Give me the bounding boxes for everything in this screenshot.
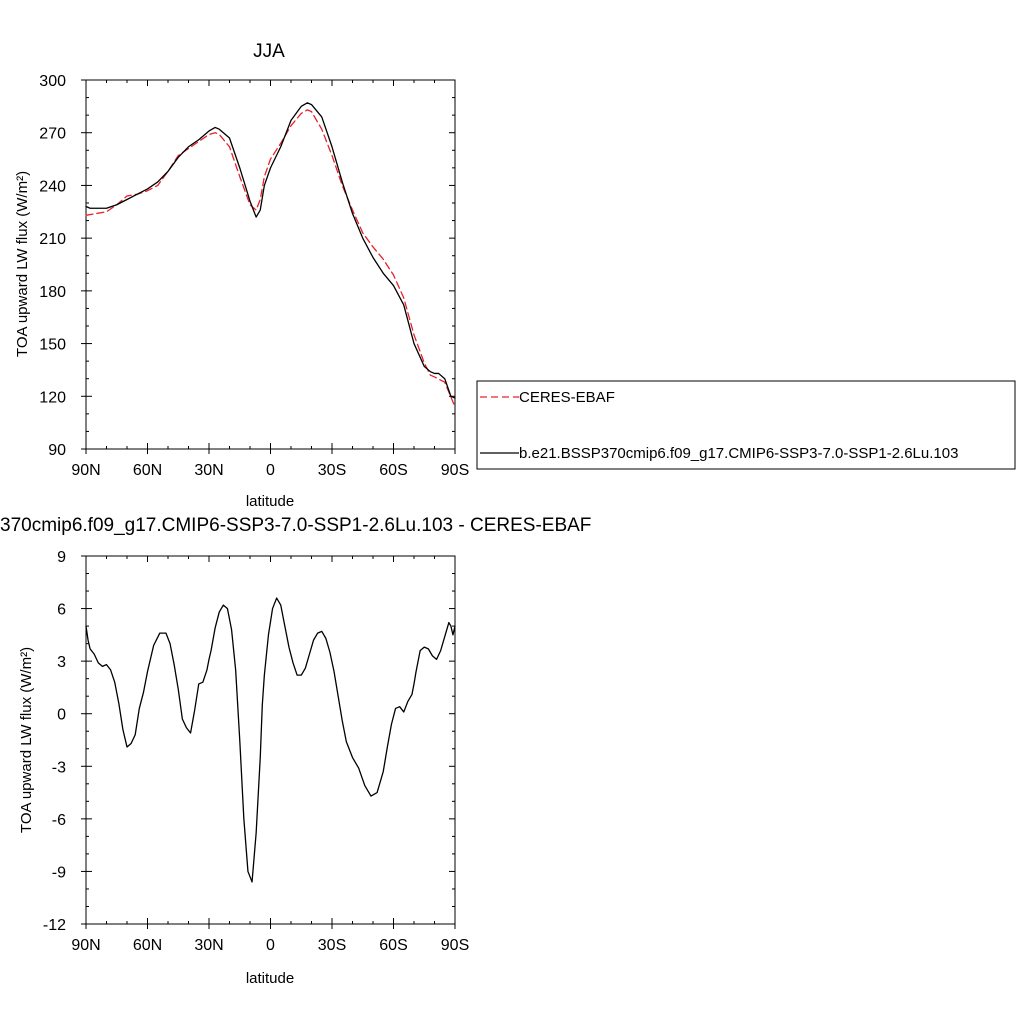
- y-tick-label: -6: [52, 812, 66, 829]
- y-tick-label: -12: [43, 917, 66, 934]
- plot-frame: [85, 555, 456, 925]
- x-tick-label: 60N: [133, 462, 162, 479]
- y-tick-label: 0: [57, 707, 66, 724]
- x-tick-label: 90N: [71, 937, 100, 954]
- x-axis-label: latitude: [246, 970, 294, 987]
- y-axis-label: TOA upward LW flux (W/m²): [14, 171, 31, 357]
- tick-group: 90N 60N 30N 0 30S 60S 90S -12 -9 -6 -3 0 3 6 9: [43, 549, 469, 954]
- legend-label-ceres: CERES-EBAF: [519, 389, 615, 406]
- legend-label-model: b.e21.BSSP370cmip6.f09_g17.CMIP6-SSP3-7.…: [519, 445, 958, 462]
- y-tick-label: 270: [39, 126, 66, 143]
- x-tick-label: 30N: [194, 462, 223, 479]
- x-tick-label: 90N: [71, 462, 100, 479]
- legend: CERES-EBAF b.e21.BSSP370cmip6.f09_g17.CM…: [476, 380, 1016, 470]
- y-tick-label: 300: [39, 73, 66, 90]
- series-line-model: [85, 102, 456, 399]
- x-tick-label: 30N: [194, 937, 223, 954]
- series-line-ceres-ebaf: [85, 109, 456, 408]
- chart-title: 370cmip6.f09_g17.CMIP6-SSP3-7.0-SSP1-2.6…: [0, 515, 591, 536]
- y-tick-label: 90: [48, 442, 66, 459]
- x-tick-label: 0: [266, 462, 275, 479]
- x-tick-label: 90S: [441, 462, 469, 479]
- y-tick-label: 150: [39, 337, 66, 354]
- x-tick-label: 0: [266, 937, 275, 954]
- chart-panel-top: JJA 90N 60N 30N 0 30S 60S 90S 90 120 150 180 210 240…: [14, 41, 1016, 510]
- x-axis-label: latitude: [246, 493, 294, 510]
- series-group: [85, 102, 456, 408]
- series-line-model: [85, 597, 456, 883]
- plot-frame: [85, 79, 456, 450]
- x-tick-label: 60N: [133, 937, 162, 954]
- x-tick-label: 90S: [441, 937, 469, 954]
- x-tick-label: 30S: [318, 937, 346, 954]
- y-tick-label: 210: [39, 231, 66, 248]
- y-axis-label: TOA upward LW flux (W/m²): [18, 647, 35, 833]
- y-tick-label: 120: [39, 389, 66, 406]
- y-tick-label: -3: [52, 759, 66, 776]
- y-tick-label: 240: [39, 178, 66, 195]
- tick-group: 90N 60N 30N 0 30S 60S 90S 90 120 150 180 210 240 270 3…: [39, 73, 469, 479]
- x-tick-label: 60S: [379, 937, 407, 954]
- legend-box: [476, 380, 1016, 470]
- y-tick-label: 180: [39, 284, 66, 301]
- series-group: [85, 597, 456, 883]
- chart-panel-bottom: 370cmip6.f09_g17.CMIP6-SSP3-7.0-SSP1-2.6…: [0, 515, 591, 987]
- y-tick-label: -9: [52, 864, 66, 881]
- x-tick-label: 30S: [318, 462, 346, 479]
- x-tick-label: 60S: [379, 462, 407, 479]
- chart-title: JJA: [253, 41, 285, 62]
- y-tick-label: 9: [57, 549, 66, 566]
- y-tick-label: 6: [57, 602, 66, 619]
- y-tick-label: 3: [57, 654, 66, 671]
